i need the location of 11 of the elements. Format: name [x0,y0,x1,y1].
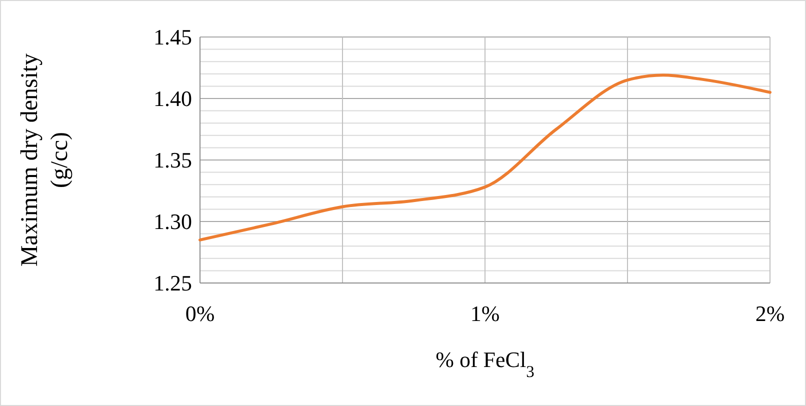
x-tick-label: 1% [470,301,500,326]
y-tick-label: 1.30 [154,209,192,234]
y-tick-label: 1.35 [154,148,192,173]
y-axis-title: Maximum dry density (g/cc) [17,53,73,267]
y-tick-label: 1.45 [154,24,192,50]
y-tick-label: 1.40 [154,86,192,112]
line-series [198,74,772,242]
x-tick-label: 2% [755,301,785,326]
x-axis-title: % of FeCl$_{3}$ [436,347,534,380]
x-tick-label: 0% [185,301,215,326]
y-tick-label: 1.25 [154,270,192,296]
